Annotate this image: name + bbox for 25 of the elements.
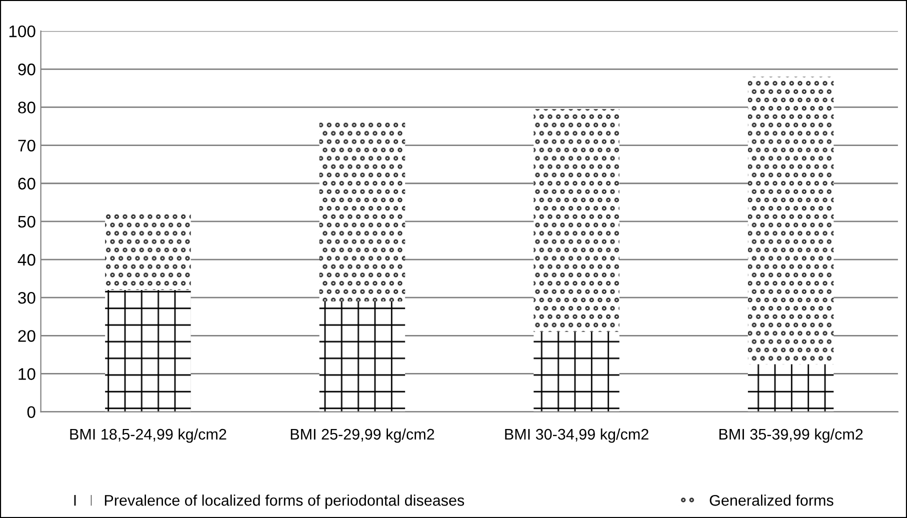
y-tick-label: 20 <box>18 330 36 342</box>
y-tick-label: 0 <box>27 406 36 418</box>
y-tick-label: 10 <box>18 368 36 380</box>
x-tick-label: BMI 35-39,99 kg/cm2 <box>719 428 863 443</box>
y-tick-label: 30 <box>18 292 36 304</box>
y-tick-label: 50 <box>18 216 36 228</box>
y-tick-label: 70 <box>18 140 36 152</box>
y-tick-label: 100 <box>9 25 36 38</box>
bar <box>105 214 191 290</box>
x-tick-label: BMI 30-34,99 kg/cm2 <box>505 428 648 443</box>
x-tick-label: BMI 25-29,99 kg/cm2 <box>290 428 434 443</box>
y-tick-label: 90 <box>18 64 36 76</box>
bar <box>105 290 191 412</box>
bar <box>319 301 406 412</box>
legend-label: Generalized forms <box>710 494 834 506</box>
bar <box>319 122 406 302</box>
bar <box>748 76 834 364</box>
bar <box>534 332 620 412</box>
y-tick-label: 40 <box>18 254 36 266</box>
y-tick-label: 80 <box>18 102 36 114</box>
bar <box>534 109 620 332</box>
bar <box>748 364 834 412</box>
x-tick-label: BMI 18,5-24,99 kg/cm2 <box>70 428 226 443</box>
legend-label: Prevalence of localized forms of periodontal diseases <box>104 494 464 509</box>
y-tick-label: 60 <box>18 178 36 190</box>
